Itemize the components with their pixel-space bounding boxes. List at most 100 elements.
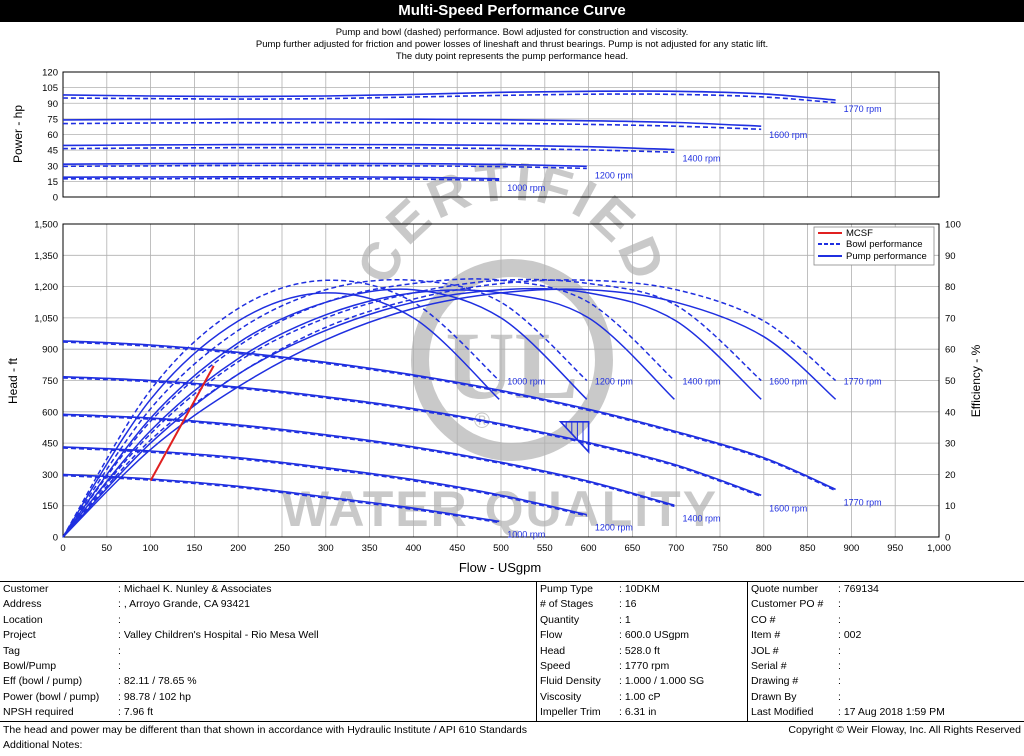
- flow-tick-labels: 0 50 100 150 200 250 300 350 400 450 500 550 600 650 7…: [60, 543, 951, 554]
- pump-info-table: Customer: Michael K. Nunley & Associates…: [0, 581, 1024, 755]
- pump-power-curve: [62, 90, 836, 101]
- power-axis-label: Power - hp: [11, 105, 25, 163]
- power-tick-label: 60: [47, 130, 58, 141]
- flow-tick-label: 900: [843, 543, 859, 554]
- info-value: :: [838, 690, 841, 703]
- info-value: :: [838, 613, 841, 626]
- info-value: :: [838, 660, 841, 672]
- info-label: Impeller Trim: [540, 706, 601, 719]
- pump-power-curve: [62, 162, 587, 168]
- flow-tick-label: 950: [887, 543, 903, 554]
- watermark-ring: [411, 259, 613, 461]
- info-label: CO #: [751, 613, 776, 626]
- efficiency-tick-label: 0: [945, 533, 950, 544]
- flow-tick-label: 0: [60, 543, 65, 554]
- info-value: : 98.78 / 102 hp: [118, 690, 191, 703]
- speed-label: 1200 rpm: [595, 523, 633, 533]
- chart-title: Multi-Speed Performance Curve: [0, 0, 1024, 22]
- flow-tick-label: 600: [581, 543, 597, 554]
- info-value: : 6.31 in: [619, 706, 657, 719]
- info-label: Eff (bowl / pump): [3, 675, 83, 688]
- efficiency-axis-label: Efficiency - %: [969, 344, 983, 417]
- head-tick-labels: 0 150 300 450 600 750 900 1,050 1,200 1,350 1,500: [34, 220, 58, 544]
- head-tick-label: 1,050: [34, 313, 58, 324]
- speed-label: 1600 rpm: [769, 377, 807, 387]
- flow-tick-label: 550: [537, 543, 553, 554]
- mcsf-line: [149, 365, 215, 482]
- info-label: Drawn By: [751, 690, 797, 703]
- flow-tick-label: 800: [756, 543, 772, 554]
- head-tick-label: 0: [53, 533, 58, 544]
- speed-label: 1200 rpm: [595, 377, 633, 387]
- head-tick-label: 1,350: [34, 251, 58, 262]
- head-plot: 01503004506007509001,0501,2001,3501,500 …: [6, 220, 983, 576]
- bowl-power-curve: [62, 146, 675, 153]
- speed-label: 1600 rpm: [769, 503, 807, 513]
- efficiency-tick-label: 50: [945, 376, 956, 387]
- speed-label: 1770 rpm: [844, 497, 882, 507]
- info-label: Quote number: [751, 583, 819, 595]
- watermark-bottom-text: WATER QUALITY: [282, 481, 718, 537]
- power-tick-label: 90: [47, 99, 58, 110]
- info-value: : 17 Aug 2018 1:59 PM: [838, 706, 945, 719]
- flow-tick-label: 100: [143, 543, 159, 554]
- info-label: NPSH required: [3, 706, 74, 719]
- duty-point-marker: [558, 421, 590, 454]
- info-value: :: [118, 660, 121, 672]
- bowl-head-curve: [62, 414, 675, 508]
- bowl-efficiency-curve: [62, 278, 762, 538]
- info-value: : , Arroyo Grande, CA 93421: [118, 598, 250, 611]
- pump-efficiency-curve: [62, 287, 762, 538]
- bowl-head-curve: [62, 377, 762, 498]
- note-line: The duty point represents the pump perfo…: [395, 51, 629, 62]
- info-value: : 1770 rpm: [619, 660, 670, 672]
- speed-label: 1770 rpm: [844, 377, 882, 387]
- pump-power-curve: [62, 118, 762, 127]
- info-value: : Michael K. Nunley & Associates: [118, 583, 272, 595]
- pump-head-curve: [62, 340, 836, 491]
- head-tick-label: 1,500: [34, 220, 58, 231]
- head-tick-label: 450: [42, 439, 58, 450]
- footer: The head and power may be different than…: [0, 721, 1024, 756]
- efficiency-tick-label: 10: [945, 501, 956, 512]
- flow-tick-label: 200: [230, 543, 246, 554]
- speed-label: 1000 rpm: [507, 183, 545, 193]
- efficiency-tick-label: 70: [945, 313, 956, 324]
- info-value: : Valley Children's Hospital - Rio Mesa …: [118, 629, 319, 642]
- flow-tick-label: 450: [449, 543, 465, 554]
- info-label: # of Stages: [540, 598, 594, 611]
- info-value: : 528.0 ft: [619, 644, 660, 657]
- info-label: Viscosity: [540, 690, 582, 703]
- power-curves: 1000 rpm 1200 rpm 1400 rpm 1600 rpm 1770 rpm: [62, 90, 882, 193]
- info-label: Location: [3, 613, 43, 626]
- flow-tick-label: 1,000: [927, 543, 951, 554]
- speed-label: 1770 rpm: [844, 104, 882, 114]
- info-value: : 769134: [838, 583, 879, 595]
- head-frame: [62, 223, 940, 538]
- power-tick-label: 15: [47, 177, 58, 188]
- power-tick-label: 75: [47, 114, 58, 125]
- efficiency-tick-label: 20: [945, 470, 956, 481]
- flow-tick-label: 300: [318, 543, 334, 554]
- pump-head-curve: [62, 473, 500, 523]
- info-label: Item #: [751, 629, 781, 642]
- info-table-lines: [0, 581, 1024, 721]
- copyright-text: Copyright © Weir Floway, Inc. All Rights…: [788, 724, 1021, 736]
- flow-tick-label: 250: [274, 543, 290, 554]
- info-label: Power (bowl / pump): [3, 690, 100, 703]
- pump-efficiency-curve: [62, 292, 500, 538]
- info-label: Tag: [3, 644, 20, 657]
- info-column-pump: Pump Type: 10DKM # of Stages: 16 Quantity:…: [537, 581, 747, 719]
- flow-axis-label: Flow - USgpm: [459, 560, 541, 575]
- note-line: Pump and bowl (dashed) performance. Bowl…: [335, 27, 689, 38]
- head-tick-label: 750: [42, 376, 58, 387]
- info-label: Serial #: [751, 660, 787, 672]
- pump-efficiency-curve: [62, 289, 675, 538]
- legend-bowl-label: Bowl performance: [846, 239, 923, 250]
- speed-label: 1600 rpm: [769, 130, 807, 140]
- power-tick-label: 0: [53, 193, 58, 204]
- info-label: Flow: [540, 629, 563, 642]
- efficiency-tick-label: 90: [945, 251, 956, 262]
- note-line: Pump further adjusted for friction and p…: [255, 39, 769, 50]
- info-value: :: [838, 675, 841, 688]
